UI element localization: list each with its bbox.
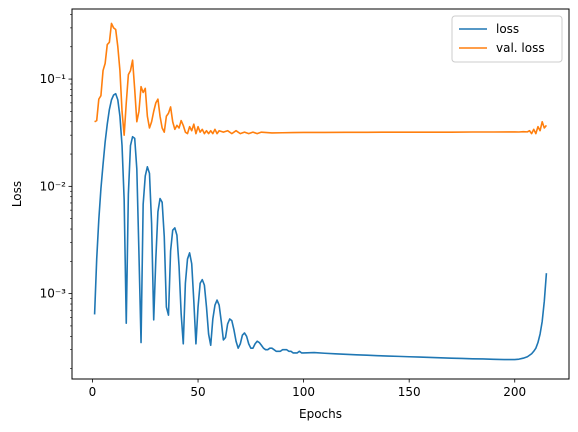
y-tick-label: 10⁻³ (40, 287, 67, 301)
y-axis-label: Loss (10, 181, 24, 207)
legend: loss val. loss (451, 15, 563, 63)
x-tick-label: 200 (503, 385, 526, 399)
series-layer (93, 22, 548, 361)
y-tick-label: 10⁻² (40, 179, 67, 193)
x-tick-label: 50 (190, 385, 205, 399)
y-tick-label: 10⁻¹ (40, 72, 67, 86)
x-tick-label: 100 (292, 385, 315, 399)
ticks-layer: 0 50 100 150 200 10⁻³ 10⁻² 10⁻¹ (40, 14, 526, 399)
x-tick-label: 150 (398, 385, 421, 399)
plot-area (72, 9, 569, 379)
plot-frame (71, 8, 570, 380)
x-axis-label: Epochs (299, 407, 342, 421)
series-line-loss (93, 92, 548, 361)
series-line-val-loss (94, 22, 548, 136)
legend-box (451, 15, 563, 63)
legend-label-loss: loss (496, 22, 519, 36)
legend-label-val-loss: val. loss (496, 41, 545, 55)
x-tick-label: 0 (89, 385, 97, 399)
